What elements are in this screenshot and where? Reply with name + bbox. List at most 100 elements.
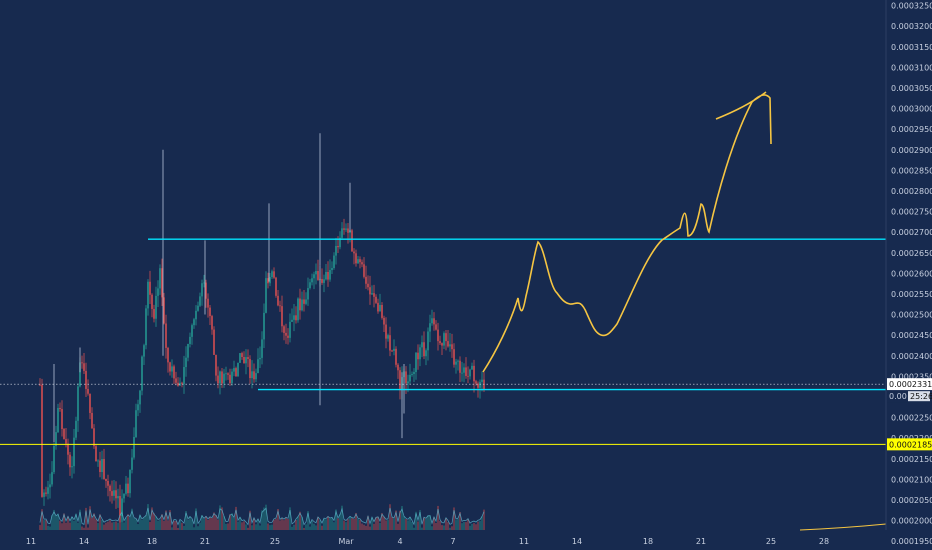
volume-bar bbox=[321, 525, 323, 530]
candle-body bbox=[165, 323, 167, 348]
volume-bar bbox=[253, 518, 255, 530]
candle-body bbox=[87, 388, 89, 394]
candle-body bbox=[219, 371, 221, 384]
volume-bar bbox=[403, 516, 405, 530]
candle-body bbox=[347, 228, 349, 233]
candle-body bbox=[237, 362, 239, 377]
volume-bar bbox=[165, 510, 167, 530]
candle-body bbox=[117, 496, 119, 499]
candle-body bbox=[139, 390, 141, 405]
candle-body bbox=[367, 283, 369, 288]
volume-bar bbox=[429, 515, 431, 530]
candle-body bbox=[385, 324, 387, 339]
candle-body bbox=[449, 344, 451, 347]
volume-bar bbox=[229, 514, 231, 530]
y-tick-label: 0.0002800 bbox=[891, 187, 932, 196]
candle-body bbox=[443, 333, 445, 346]
volume-bar bbox=[113, 522, 115, 530]
volume-bar bbox=[283, 520, 285, 530]
candle-body bbox=[65, 439, 67, 444]
volume-bar bbox=[191, 519, 193, 530]
candle-body bbox=[195, 310, 197, 320]
y-tick-label: 0.0002400 bbox=[891, 352, 932, 361]
candle-body bbox=[93, 428, 95, 447]
candle-body bbox=[295, 315, 297, 321]
y-tick-label: 0.0002900 bbox=[891, 146, 932, 155]
candle-body bbox=[371, 293, 373, 295]
candle-body bbox=[287, 335, 289, 338]
volume-bar bbox=[85, 507, 87, 530]
volume-bar bbox=[239, 517, 241, 530]
x-tick-label: Mar bbox=[338, 537, 354, 546]
candle-body bbox=[339, 237, 341, 248]
volume-bar bbox=[45, 519, 47, 530]
candle-body bbox=[345, 228, 347, 230]
volume-bar bbox=[169, 510, 171, 530]
candle-body bbox=[361, 262, 363, 265]
candle-body bbox=[213, 329, 215, 355]
volume-bar bbox=[391, 516, 393, 530]
candle-body bbox=[275, 277, 277, 296]
candle-body bbox=[435, 324, 437, 330]
volume-bar bbox=[89, 506, 91, 530]
candle-body bbox=[263, 312, 265, 340]
volume-bar bbox=[195, 508, 197, 530]
volume-bar bbox=[481, 516, 483, 530]
candle-body bbox=[217, 375, 219, 384]
volume-bar bbox=[147, 504, 149, 530]
candle-body bbox=[355, 253, 357, 264]
x-tick-label: 21 bbox=[696, 537, 706, 546]
y-tick-label: 0.0003150 bbox=[891, 43, 932, 52]
candle-body bbox=[281, 306, 283, 327]
candle-body bbox=[133, 437, 135, 458]
volume-bar bbox=[135, 519, 137, 530]
candle-body bbox=[447, 341, 449, 347]
y-tick-label: 0.0002850 bbox=[891, 166, 932, 175]
candle-body bbox=[393, 348, 395, 351]
volume-bar bbox=[383, 516, 385, 530]
candle-body bbox=[63, 428, 65, 440]
volume-bar bbox=[361, 523, 363, 530]
candle-body bbox=[167, 347, 169, 363]
candle-body bbox=[285, 332, 287, 336]
candle-body bbox=[439, 341, 441, 344]
y-tick-label: 0.0002550 bbox=[891, 290, 932, 299]
volume-bar bbox=[141, 519, 143, 530]
volume-bar bbox=[295, 520, 297, 530]
volume-bar bbox=[69, 522, 71, 530]
time-axis[interactable]: 11 14 18 21 25 Mar 4 7 11 14 18 21 25 28 bbox=[26, 537, 829, 546]
volume-bar bbox=[139, 514, 141, 530]
volume-bar bbox=[83, 527, 85, 530]
candle-body bbox=[79, 362, 81, 387]
candle-body bbox=[243, 356, 245, 364]
candle-body bbox=[331, 268, 333, 271]
y-tick-label: 0.0003100 bbox=[891, 63, 932, 72]
x-tick-label: 18 bbox=[643, 537, 653, 546]
candle-body bbox=[135, 410, 137, 438]
candle-body bbox=[141, 356, 143, 391]
price-axis[interactable]: 0.0003250 0.0003200 0.0003150 0.0003100 0.00… bbox=[891, 2, 932, 547]
volume-bar bbox=[311, 520, 313, 530]
candle-body bbox=[323, 279, 325, 283]
candle-body bbox=[149, 281, 151, 295]
candle-body bbox=[127, 483, 129, 494]
candle-body bbox=[383, 317, 385, 325]
candle-body bbox=[145, 308, 147, 346]
candle-body bbox=[411, 374, 413, 375]
candle-body bbox=[201, 283, 203, 297]
plot-area[interactable] bbox=[0, 0, 886, 530]
volume-bar bbox=[281, 518, 283, 530]
candle-body bbox=[417, 352, 419, 360]
volume-bar bbox=[173, 520, 175, 530]
volume-bar bbox=[205, 516, 207, 530]
candle-body bbox=[327, 271, 329, 280]
x-tick-label: 11 bbox=[26, 537, 36, 546]
candle-body bbox=[157, 288, 159, 296]
candle-body bbox=[233, 368, 235, 372]
volume-bar bbox=[93, 513, 95, 530]
volume-bar bbox=[235, 506, 237, 530]
candle-body bbox=[215, 354, 217, 376]
candle-body bbox=[409, 374, 411, 382]
